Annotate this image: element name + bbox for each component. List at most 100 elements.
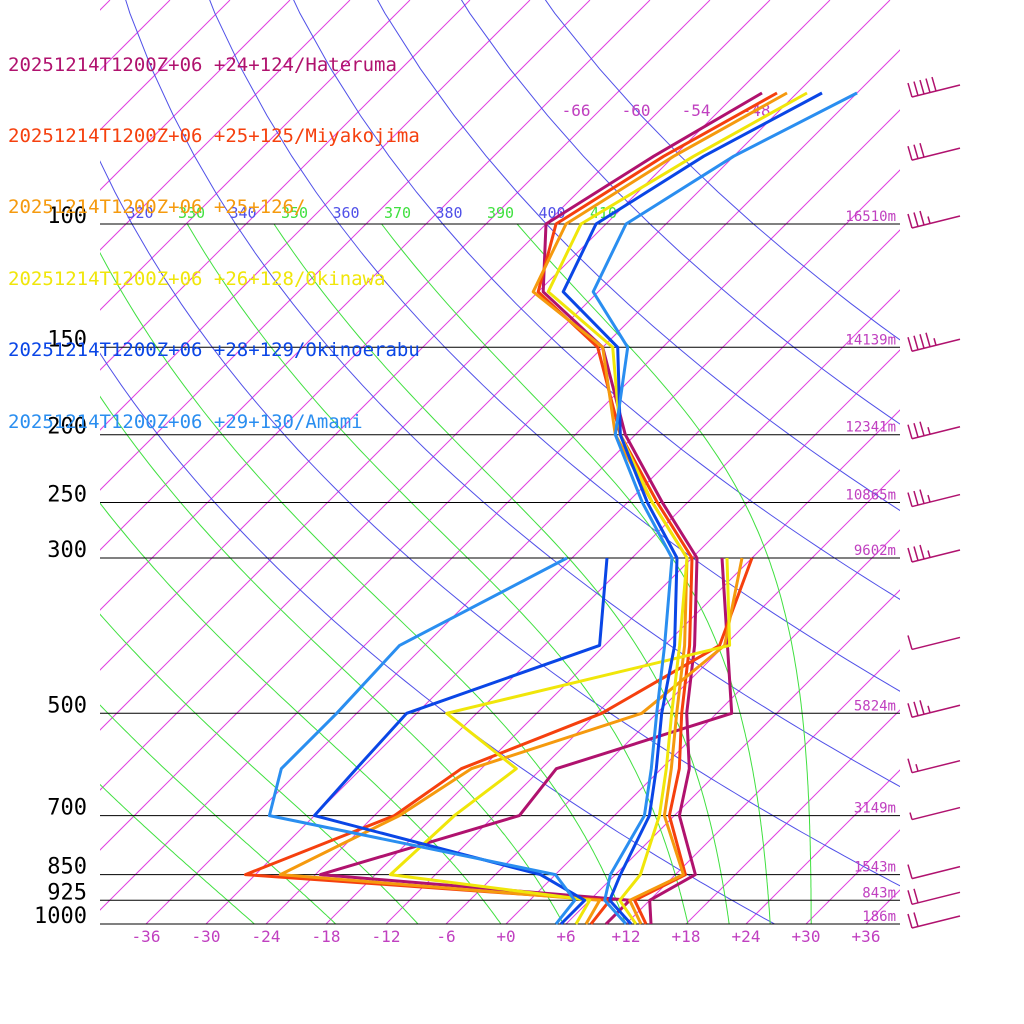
- wind-barb: [907, 421, 961, 440]
- isobar-lines: [100, 223, 900, 925]
- isotherm-label: -54: [682, 101, 711, 120]
- isotherm-lines: [100, 0, 900, 924]
- isotherm-line: [145, 169, 900, 924]
- height-label: 12341m: [845, 420, 896, 436]
- pressure-label: 100: [47, 204, 87, 229]
- height-label: 843m: [862, 885, 896, 901]
- isotherm-label: -66: [562, 101, 591, 120]
- isotherm-line: [445, 469, 900, 924]
- temperature-tick-label: +24: [732, 927, 761, 946]
- temperature-tick-label: -24: [252, 927, 281, 946]
- moist-adiabat-line: [100, 251, 627, 924]
- isotherm-line: [100, 0, 591, 491]
- theta-label: 410: [590, 204, 617, 222]
- theta-label: 380: [435, 204, 462, 222]
- isotherm-line: [100, 49, 900, 851]
- height-label: 5824m: [854, 698, 896, 714]
- height-label: 10865m: [845, 488, 896, 504]
- isotherm-line: [100, 0, 531, 431]
- temperature-line: [561, 91, 823, 926]
- legend: 20251214T1200Z+06 +24+124/Hateruma 20251…: [8, 6, 420, 458]
- temperature-tick-label: +6: [556, 927, 575, 946]
- height-label: 1543m: [854, 860, 896, 876]
- isotherm-line: [385, 409, 900, 924]
- moist-adiabat-line: [186, 223, 689, 924]
- isotherm-line: [100, 0, 711, 611]
- moist-adiabat-line: [273, 223, 730, 924]
- pressure-label: 150: [47, 327, 87, 352]
- wind-barb: [909, 806, 961, 821]
- pressure-label: 250: [47, 483, 87, 508]
- isotherm-line: [100, 0, 771, 671]
- theta-label: 330: [178, 204, 205, 222]
- temperature-line: [591, 91, 858, 926]
- theta-label: 350: [281, 204, 308, 222]
- axis-labels: 100 16510m 150 14139m 200 12341m 250 10865m 300 9…: [34, 101, 896, 946]
- temperature-tick-label: -30: [192, 927, 221, 946]
- legend-item: 20251214T1200Z+06 +26+128/Okinawa: [8, 267, 386, 290]
- dewpoint-line: [267, 556, 577, 925]
- wind-barb: [907, 864, 961, 880]
- pressure-label: 700: [47, 796, 87, 821]
- moist-adiabat-line: [100, 783, 256, 924]
- wind-barb: [907, 489, 961, 508]
- height-label: 186m: [862, 909, 896, 925]
- isotherm-line: [100, 0, 651, 551]
- temperature-tick-label: +18: [672, 927, 701, 946]
- legend-item: 20251214T1200Z+06 +29+130/Amami: [8, 410, 363, 433]
- wind-barb: [907, 758, 961, 774]
- dewpoint-line: [312, 557, 609, 926]
- temperature-tick-label: -18: [312, 927, 341, 946]
- theta-label: 340: [229, 204, 256, 222]
- dry-adiabat-line: [209, 0, 900, 692]
- pressure-label: 200: [47, 415, 87, 440]
- temperature-tick-label: -36: [132, 927, 161, 946]
- isotherm-line: [100, 0, 411, 311]
- pressure-label: 300: [47, 538, 87, 563]
- temperature-tick-label: +12: [612, 927, 641, 946]
- temperature-line: [536, 91, 778, 925]
- legend-item: 20251214T1200Z+06 +25+126/: [8, 196, 306, 219]
- temperature-tick-label: -6: [436, 927, 455, 946]
- theta-label: 370: [384, 204, 411, 222]
- pressure-label: 925: [47, 880, 87, 905]
- isotherm-line: [625, 649, 900, 924]
- isotherm-label: -60: [622, 101, 651, 120]
- temperature-tick-label: +0: [496, 927, 515, 946]
- isotherm-line: [505, 529, 900, 924]
- moist-adiabat-line: [381, 223, 771, 924]
- legend-item: 20251214T1200Z+06 +24+124/Hateruma: [8, 53, 397, 76]
- wind-barbs: [907, 76, 961, 929]
- wind-barb: [907, 210, 961, 229]
- isotherm-line: [325, 349, 900, 924]
- theta-label: 360: [332, 204, 359, 222]
- legend-item: 20251214T1200Z+06 +25+125/Miyakojima: [8, 124, 420, 147]
- wind-barb: [907, 76, 961, 98]
- isotherm-line: [100, 0, 291, 191]
- temperature-line: [546, 91, 808, 925]
- pressure-label: 500: [47, 693, 87, 718]
- isotherm-line: [100, 109, 900, 911]
- moist-adiabat-line: [100, 704, 337, 924]
- wind-barb: [907, 700, 961, 719]
- wind-barb: [907, 888, 961, 906]
- height-label: 16510m: [845, 209, 896, 225]
- dry-adiabat-line: [377, 0, 900, 512]
- wind-barb: [907, 544, 961, 563]
- wind-barb: [907, 635, 961, 651]
- moist-adiabat-line: [516, 223, 812, 924]
- wind-barb: [907, 332, 961, 352]
- theta-label: 320: [126, 204, 153, 222]
- pressure-label: 1000: [34, 904, 87, 929]
- dewpoint-line: [388, 557, 732, 925]
- temperature-tick-label: -12: [372, 927, 401, 946]
- temperature-line: [541, 91, 763, 925]
- legend-item: 20251214T1200Z+06 +28+129/Okinoerabu: [8, 339, 420, 362]
- moist-adiabat-line: [100, 613, 419, 924]
- height-label: 9602m: [854, 543, 896, 559]
- isotherm-line: [265, 289, 900, 924]
- temperature-tick-label: +36: [852, 927, 881, 946]
- height-label: 14139m: [845, 332, 896, 348]
